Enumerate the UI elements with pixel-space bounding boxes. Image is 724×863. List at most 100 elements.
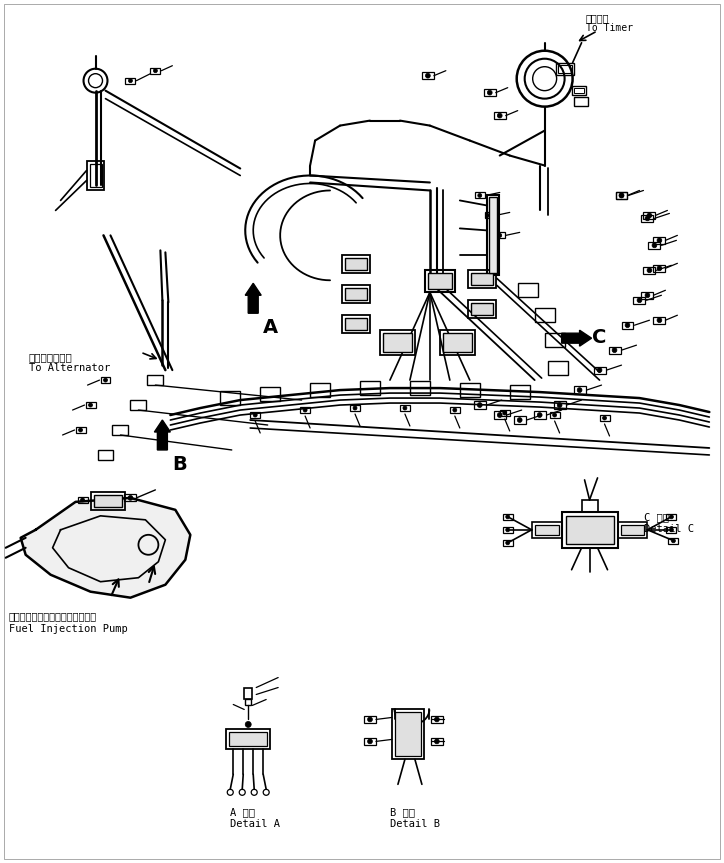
Circle shape [645,293,650,298]
Bar [644,211,655,219]
Bar [557,65,571,72]
Bar [440,331,475,356]
Circle shape [368,739,372,744]
Bar [573,97,588,105]
Bar [260,387,280,401]
Circle shape [647,213,652,217]
Bar [500,410,510,416]
Bar [90,163,101,187]
Circle shape [78,428,83,432]
Circle shape [452,408,457,412]
Text: C: C [592,328,606,347]
Bar [300,407,310,413]
Circle shape [602,416,607,420]
Bar [364,715,376,723]
Bar [345,288,367,300]
Bar [634,297,646,304]
Bar [502,539,513,545]
Circle shape [506,541,510,545]
Circle shape [245,721,251,728]
Bar [90,492,125,510]
Bar [615,192,628,199]
Circle shape [577,387,582,393]
Bar [392,709,424,759]
Circle shape [403,406,407,410]
Bar [101,377,111,383]
Bar [571,85,586,95]
Bar [555,63,573,75]
Circle shape [478,193,481,198]
Bar [395,713,421,756]
Text: C 詳細: C 詳細 [644,512,670,522]
Circle shape [303,408,307,412]
Bar [550,412,560,418]
Bar [400,405,410,411]
Bar [251,412,260,418]
Bar [125,494,136,501]
Circle shape [612,348,617,353]
Bar [615,192,628,199]
Bar [360,381,380,395]
Bar [471,274,493,286]
Circle shape [88,403,93,407]
Bar [380,331,415,356]
Circle shape [497,233,502,237]
FancyArrow shape [245,283,261,313]
Text: To Alternator: To Alternator [29,363,110,373]
Bar [87,161,104,191]
Bar [668,538,678,544]
Bar [641,292,654,299]
Bar [77,497,88,503]
Text: B: B [172,455,187,474]
Bar [148,375,164,385]
Circle shape [434,717,439,721]
FancyArrow shape [562,331,592,346]
Circle shape [128,495,132,501]
Circle shape [671,539,675,543]
Circle shape [657,238,662,243]
Bar [475,192,485,198]
Bar [425,270,455,293]
Bar [98,450,114,460]
Bar [621,322,634,329]
Bar [654,236,665,244]
Bar [562,512,618,548]
Text: A: A [264,318,278,337]
Bar [494,412,506,419]
Text: Detail B: Detail B [390,819,440,829]
Circle shape [426,73,430,78]
Bar [649,242,660,249]
Bar [342,315,370,333]
Circle shape [353,406,357,410]
Circle shape [537,413,542,418]
Bar [342,255,370,274]
Bar [502,513,513,520]
Circle shape [652,243,657,248]
Circle shape [619,193,624,198]
Circle shape [619,193,624,198]
Text: フェエルインジェクションポンプ: フェエルインジェクションポンプ [9,612,97,621]
Polygon shape [21,498,190,598]
Bar [487,195,499,275]
Bar [460,383,480,397]
Bar [534,525,559,535]
Bar [383,333,412,352]
Text: Detail C: Detail C [644,524,694,534]
Circle shape [506,515,510,519]
Circle shape [597,368,602,373]
Bar [494,112,506,119]
Bar [554,401,565,409]
Bar [468,300,496,318]
Bar [641,215,654,222]
Bar [620,525,644,535]
Bar [220,391,240,405]
Bar [310,383,330,397]
Bar [514,417,526,424]
Circle shape [502,411,507,415]
Text: A 詳細: A 詳細 [230,807,256,817]
Circle shape [518,418,522,422]
Bar [489,198,497,274]
Bar [244,688,252,700]
Bar [345,318,367,331]
Bar [75,427,85,433]
